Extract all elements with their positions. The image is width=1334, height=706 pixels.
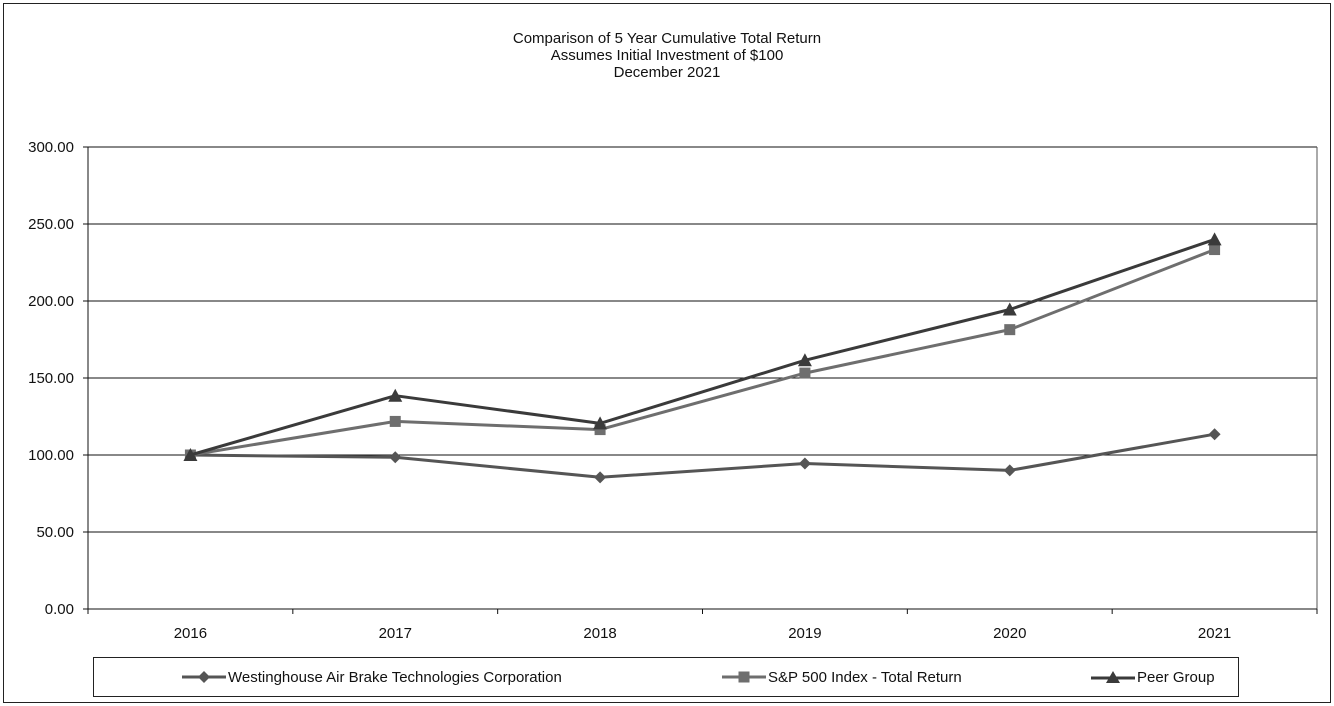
square-marker-icon [722, 671, 766, 683]
legend: Westinghouse Air Brake Technologies Corp… [93, 657, 1239, 697]
axes [83, 146, 1318, 614]
chart-frame [3, 3, 1331, 703]
legend-item-sp500: S&P 500 Index - Total Return [722, 658, 962, 696]
data-point-triangle [388, 388, 403, 402]
y-tick-labels: 0.00 50.00 100.00 150.00 200.00 250.00 300.00 [28, 139, 74, 618]
x-tick-label: 2016 [174, 625, 207, 642]
legend-item-peer-group: Peer Group [1091, 658, 1215, 696]
data-point-triangle [1207, 232, 1222, 246]
legend-item-wabtec: Westinghouse Air Brake Technologies Corp… [182, 658, 562, 696]
x-tick-label: 2017 [379, 625, 412, 642]
data-point-diamond [1003, 464, 1016, 477]
series-triangle [183, 232, 1222, 461]
series-diamond [184, 428, 1221, 484]
series-lines [183, 232, 1222, 484]
data-point-diamond [798, 457, 811, 470]
y-tick-label: 0.00 [45, 601, 74, 618]
series-line [190, 248, 1216, 457]
legend-label: Westinghouse Air Brake Technologies Corp… [228, 668, 562, 686]
y-tick-label: 50.00 [36, 524, 74, 541]
x-tick-label: 2020 [993, 625, 1026, 642]
chart-titles: Comparison of 5 Year Cumulative Total Re… [0, 30, 1334, 81]
chart-subtitle: Assumes Initial Investment of $100 [550, 47, 784, 64]
y-tick-label: 300.00 [28, 139, 74, 156]
chart-title: Comparison of 5 Year Cumulative Total Re… [512, 30, 822, 47]
x-tick-labels: 2016 2017 2018 2019 2020 2021 [174, 625, 1232, 642]
legend-label: Peer Group [1137, 668, 1215, 686]
data-point-square [594, 424, 606, 436]
x-tick-label: 2021 [1198, 625, 1231, 642]
data-point-square [799, 367, 811, 379]
y-tick-label: 200.00 [28, 293, 74, 310]
data-point-square [389, 415, 401, 427]
data-point-triangle [593, 416, 608, 430]
data-point-square [1209, 244, 1221, 256]
data-point-diamond [594, 471, 607, 484]
triangle-marker-icon [1091, 671, 1135, 683]
data-point-square [1004, 324, 1016, 336]
y-tick-label: 150.00 [28, 370, 74, 387]
data-point-diamond [389, 451, 402, 464]
y-tick-label: 100.00 [28, 447, 74, 464]
legend-label: S&P 500 Index - Total Return [768, 668, 962, 686]
diamond-marker-icon [182, 671, 226, 683]
data-point-triangle [183, 448, 198, 461]
grid-lines [88, 146, 1317, 533]
data-point-triangle [1002, 302, 1017, 316]
data-point-diamond [1208, 428, 1221, 441]
series-line [190, 432, 1215, 479]
x-tick-label: 2018 [583, 625, 616, 642]
data-point-triangle [797, 353, 812, 367]
x-tick-label: 2019 [788, 625, 821, 642]
y-tick-label: 250.00 [28, 216, 74, 233]
series-square [184, 244, 1221, 461]
series-line [189, 237, 1216, 457]
chart-date: December 2021 [613, 64, 721, 81]
